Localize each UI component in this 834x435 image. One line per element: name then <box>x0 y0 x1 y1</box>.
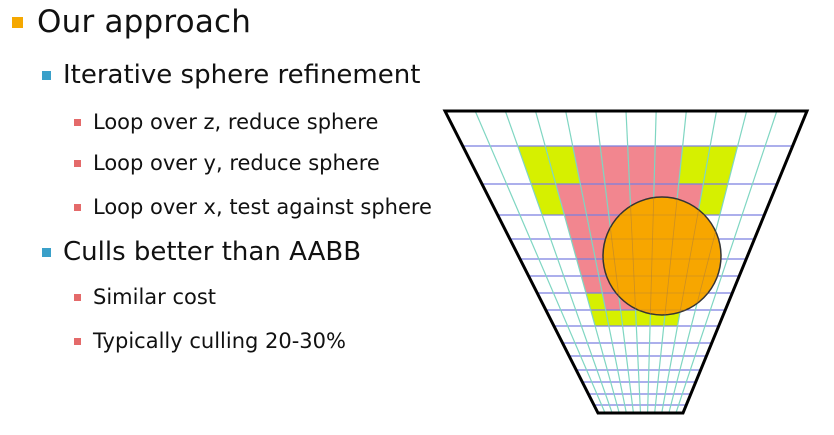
frustum-tile <box>518 146 581 184</box>
